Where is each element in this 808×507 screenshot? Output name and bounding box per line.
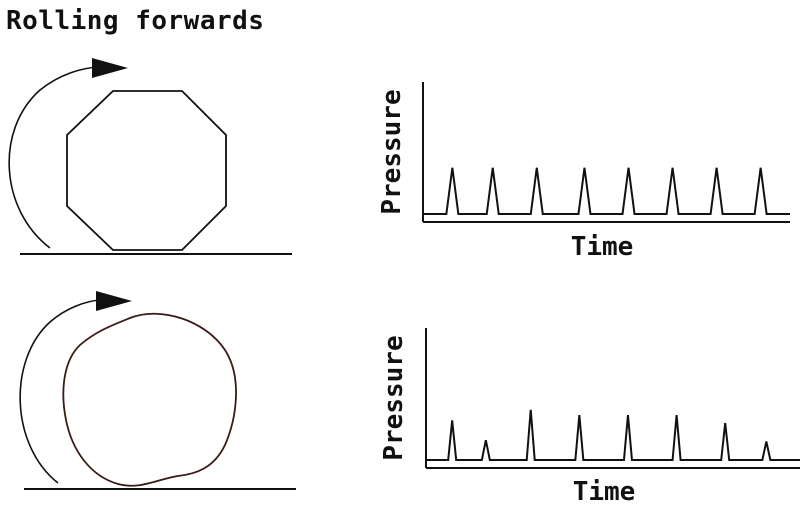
diagram-title: Rolling forwards xyxy=(6,6,265,36)
bottom-rotation-arrow xyxy=(19,299,101,484)
top-arrowhead-icon xyxy=(92,58,128,78)
bottom-wheel-group xyxy=(19,291,296,490)
irregular-wheel xyxy=(62,312,237,487)
bottom-x-axis-label: Time xyxy=(573,477,636,507)
top-wheel-group xyxy=(8,58,292,255)
octagon-wheel xyxy=(66,90,227,251)
bottom-arrowhead-icon xyxy=(96,291,132,311)
bottom-pressure-trace xyxy=(426,409,800,461)
top-x-axis-label: Time xyxy=(571,232,634,262)
top-pressure-chart: Time Pressure xyxy=(377,82,790,262)
bottom-pressure-chart: Time Pressure xyxy=(379,328,800,507)
bottom-y-axis-label: Pressure xyxy=(379,335,409,460)
top-pressure-trace xyxy=(423,167,790,215)
top-y-axis-label: Pressure xyxy=(377,89,407,214)
top-rotation-arrow xyxy=(8,66,99,249)
